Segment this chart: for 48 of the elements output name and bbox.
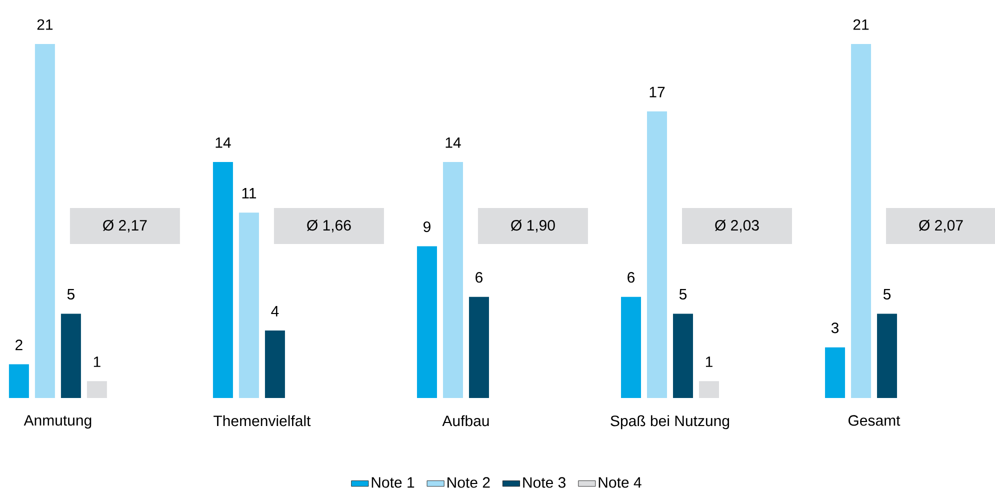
x-tick-label: Themenvielfalt bbox=[214, 415, 311, 426]
data-label: 9 bbox=[424, 221, 430, 232]
bar bbox=[34, 44, 55, 398]
annotation: Ø 1,66 bbox=[306, 220, 351, 232]
bar bbox=[60, 314, 81, 398]
annotation: Ø 2,03 bbox=[715, 220, 759, 232]
bar bbox=[264, 330, 285, 398]
bar bbox=[673, 314, 694, 398]
data-label: 14 bbox=[446, 137, 461, 148]
bar bbox=[825, 347, 846, 398]
data-label: 1 bbox=[94, 356, 100, 367]
bar bbox=[647, 111, 668, 398]
x-tick-label: Gesamt bbox=[848, 415, 900, 426]
legend-label: Note 3 bbox=[523, 477, 566, 488]
data-label: 5 bbox=[883, 289, 891, 300]
bar bbox=[621, 296, 642, 398]
bar bbox=[212, 162, 233, 398]
data-label: 17 bbox=[650, 86, 665, 98]
annotation: Ø 2,17 bbox=[102, 220, 147, 232]
bar bbox=[238, 212, 259, 398]
data-label: 11 bbox=[242, 188, 256, 198]
bar bbox=[86, 381, 107, 398]
bar bbox=[416, 246, 437, 398]
bar bbox=[851, 44, 872, 398]
data-label: 4 bbox=[271, 306, 279, 316]
bar bbox=[877, 314, 898, 398]
bar bbox=[699, 381, 720, 398]
data-label: 5 bbox=[67, 289, 74, 300]
annotation: Ø 1,90 bbox=[510, 220, 555, 232]
legend-label: Note 1 bbox=[372, 477, 414, 488]
legend-label: Note 2 bbox=[448, 477, 490, 488]
data-label: 21 bbox=[37, 19, 53, 30]
legend-label: Note 4 bbox=[598, 477, 642, 488]
data-label: 3 bbox=[831, 322, 839, 334]
data-label: 6 bbox=[476, 272, 482, 283]
annotation: Ø 2,07 bbox=[919, 220, 963, 232]
x-tick-label: Anmutung bbox=[24, 415, 92, 429]
data-label: 21 bbox=[853, 19, 869, 30]
x-tick-label: Spaß bei Nutzung bbox=[610, 415, 730, 430]
bar bbox=[8, 364, 29, 398]
bar bbox=[468, 296, 489, 398]
bar bbox=[442, 162, 463, 398]
data-label: 6 bbox=[628, 272, 635, 283]
data-label: 1 bbox=[706, 356, 712, 367]
x-tick-label: Aufbau bbox=[442, 415, 489, 426]
data-label: 5 bbox=[679, 289, 687, 300]
data-label: 2 bbox=[16, 340, 22, 350]
data-label: 14 bbox=[216, 137, 231, 148]
